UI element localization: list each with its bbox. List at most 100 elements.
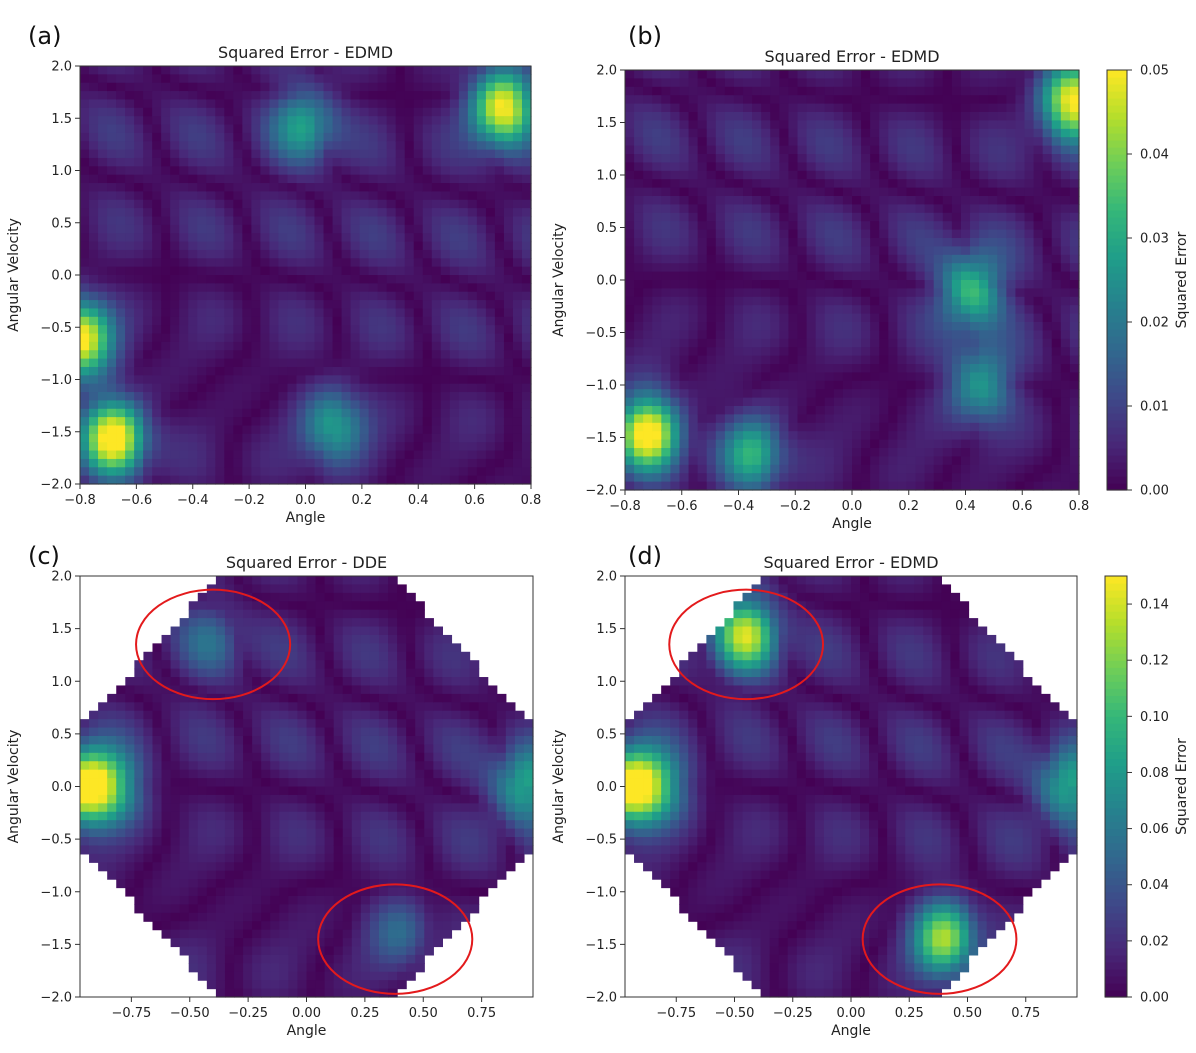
heatmap-cell xyxy=(815,305,826,315)
heatmap-cell xyxy=(997,70,1007,79)
heatmap-cell xyxy=(924,406,935,415)
heatmap-cell xyxy=(933,355,944,365)
heatmap-cell xyxy=(350,442,361,452)
heatmap-cell xyxy=(643,70,653,79)
heatmap-cell xyxy=(833,238,844,247)
heatmap-cell xyxy=(422,216,433,226)
heatmap-cell xyxy=(359,442,370,452)
heatmap-cell xyxy=(688,128,699,138)
heatmap-cell xyxy=(179,383,189,393)
heatmap-cell xyxy=(332,283,343,293)
heatmap-cell xyxy=(206,107,216,117)
heatmap-cell xyxy=(188,350,198,360)
heatmap-cell xyxy=(643,313,653,323)
heatmap-cell xyxy=(870,70,880,79)
heatmap-cell xyxy=(503,458,514,468)
heatmap-cell xyxy=(951,103,962,113)
heatmap-cell xyxy=(697,254,708,264)
heatmap-cell xyxy=(761,448,771,457)
heatmap-cell xyxy=(386,258,397,268)
heatmap-cell xyxy=(743,305,753,315)
heatmap-cell xyxy=(888,70,898,79)
heatmap-cell xyxy=(449,216,460,226)
heatmap-cell xyxy=(305,82,316,92)
heatmap-cell xyxy=(861,364,871,373)
heatmap-cell xyxy=(341,124,352,134)
heatmap-cell xyxy=(870,137,880,147)
heatmap-cell xyxy=(89,166,99,176)
heatmap-cell xyxy=(521,241,532,251)
heatmap-cell xyxy=(1060,112,1071,121)
heatmap-cell xyxy=(634,422,644,432)
heatmap-cell xyxy=(970,137,980,147)
heatmap-cell xyxy=(806,456,817,466)
heatmap-cell xyxy=(125,183,135,192)
heatmap-cell xyxy=(806,313,817,323)
heatmap-cell xyxy=(314,450,325,460)
heatmap-cell xyxy=(879,170,889,180)
heatmap-cell xyxy=(688,439,699,449)
heatmap-cell xyxy=(733,397,744,407)
heatmap-cell xyxy=(305,99,316,109)
heatmap-cell xyxy=(116,433,126,443)
heatmap-cell xyxy=(979,179,989,189)
heatmap-cell xyxy=(897,103,908,113)
heatmap-cell xyxy=(852,473,862,483)
heatmap-cell xyxy=(670,439,681,449)
heatmap-cell xyxy=(395,383,406,393)
heatmap-cell xyxy=(359,291,370,301)
heatmap-cell xyxy=(652,313,662,323)
heatmap-cell xyxy=(897,263,908,273)
heatmap-cell xyxy=(652,103,662,113)
heatmap-cell xyxy=(341,450,352,460)
heatmap-cell xyxy=(661,70,671,79)
heatmap-cell xyxy=(107,199,117,209)
heatmap-cell xyxy=(815,120,826,130)
heatmap-cell xyxy=(924,481,935,491)
heatmap-cell xyxy=(1033,170,1044,180)
heatmap-cell xyxy=(815,204,826,214)
heatmap-cell xyxy=(806,187,817,197)
heatmap-cell xyxy=(161,224,171,234)
heatmap-cell xyxy=(1015,95,1026,105)
heatmap-cell xyxy=(251,425,261,435)
heatmap-cell xyxy=(906,372,917,382)
heatmap-cell xyxy=(833,456,844,466)
heatmap-cell xyxy=(879,464,889,474)
heatmap-cell xyxy=(476,74,487,84)
heatmap-cell xyxy=(824,154,835,163)
heatmap-cell xyxy=(350,191,361,201)
heatmap-cell xyxy=(197,283,207,293)
heatmap-cell xyxy=(359,433,370,443)
heatmap-cell xyxy=(494,191,505,201)
heatmap-cell xyxy=(476,199,487,209)
heatmap-cell xyxy=(269,241,280,251)
heatmap-cell xyxy=(724,179,735,189)
heatmap-cell xyxy=(197,325,207,335)
heatmap-cell xyxy=(404,91,415,101)
heatmap-cell xyxy=(652,120,662,130)
heatmap-cell xyxy=(440,241,451,251)
heatmap-cell xyxy=(1060,473,1071,483)
heatmap-cell xyxy=(197,199,207,209)
heatmap-cell xyxy=(215,275,225,284)
heatmap-cell xyxy=(988,280,998,289)
heatmap-cell xyxy=(1051,422,1062,432)
heatmap-cell xyxy=(670,431,681,441)
heatmap-cell xyxy=(215,208,225,218)
heatmap-cell xyxy=(670,187,681,197)
heatmap-cell xyxy=(296,266,307,276)
heatmap-cell xyxy=(242,66,252,75)
heatmap-cell xyxy=(125,166,135,176)
heatmap-cell xyxy=(179,450,189,460)
heatmap-cell xyxy=(897,322,908,331)
heatmap-cell xyxy=(152,333,162,343)
heatmap-cell xyxy=(233,116,243,126)
heatmap-cell xyxy=(688,347,699,357)
heatmap-cell xyxy=(806,128,817,138)
heatmap-cell xyxy=(98,442,108,452)
heatmap-cell xyxy=(224,166,234,176)
heatmap-cell xyxy=(933,464,944,474)
heatmap-cell xyxy=(494,467,505,477)
heatmap-cell xyxy=(431,467,442,477)
